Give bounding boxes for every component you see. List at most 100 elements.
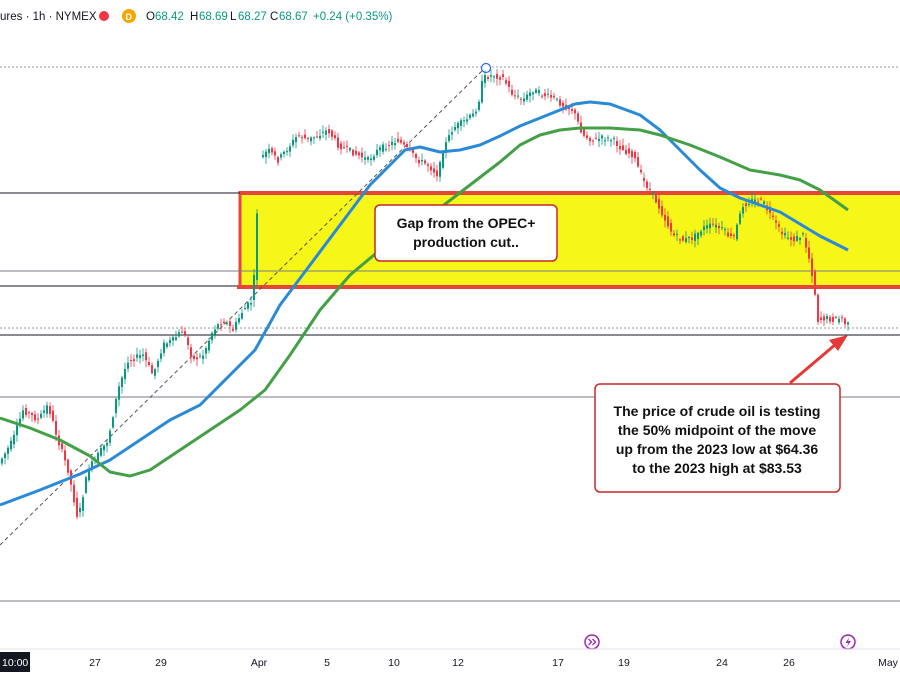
candle-body <box>133 359 135 361</box>
moving-average-fast-line <box>0 100 849 507</box>
candle-body <box>607 137 609 139</box>
high-value: 68.69 <box>199 11 228 23</box>
candle-body <box>388 145 390 147</box>
event-icon-1[interactable] <box>584 634 600 650</box>
candle-body <box>67 459 69 473</box>
candle-body <box>487 77 489 79</box>
candle-body <box>157 360 159 368</box>
gap-label-box[interactable]: Gap from the OPEC+ production cut.. <box>374 204 558 262</box>
candle-body <box>229 321 231 327</box>
candle-body <box>7 447 9 454</box>
candle-body <box>358 152 360 156</box>
candle-body <box>253 275 255 300</box>
candle-body <box>382 144 384 152</box>
candle-body <box>214 329 216 335</box>
candle-body <box>223 321 225 324</box>
candle-body <box>556 98 558 100</box>
candle-body <box>31 413 33 416</box>
candle-body <box>844 318 846 325</box>
chart-header: ures · 1h · NYMEX D O 68.42 H 68.69 L 68… <box>0 9 392 23</box>
x-tick-label: 24 <box>716 657 728 669</box>
candle-body <box>847 322 849 325</box>
candle-body <box>250 303 252 305</box>
x-tick-label: 26 <box>783 657 795 669</box>
candle-body <box>460 120 462 126</box>
gap-label-background <box>374 204 558 262</box>
candle-body <box>334 135 336 139</box>
candle-body <box>622 145 624 151</box>
candle-body <box>337 137 339 148</box>
time-cursor-label-bg <box>0 652 30 672</box>
candle-body <box>466 119 468 122</box>
candle-body <box>652 192 654 194</box>
candle-body <box>820 317 822 320</box>
candle-body <box>319 135 321 139</box>
candle-body <box>262 155 264 158</box>
candle-body <box>457 123 459 129</box>
candle-body <box>478 101 480 110</box>
candle-body <box>421 159 423 162</box>
candle-body <box>688 237 690 239</box>
candle-body <box>106 442 108 446</box>
candle-body <box>685 237 687 242</box>
candle-body <box>418 160 420 164</box>
candle-body <box>274 151 276 156</box>
candle-body <box>673 233 675 236</box>
candle-body <box>748 204 750 205</box>
candle-body <box>43 410 45 413</box>
candle-body <box>295 137 297 143</box>
candle-body <box>103 445 105 451</box>
candle-body <box>727 232 729 237</box>
test-label-line-2: the 50% midpoint of the move <box>618 422 817 438</box>
candle-body <box>832 316 834 322</box>
test-label-box[interactable]: The price of crude oil is testing the 50… <box>594 383 841 493</box>
candle-body <box>136 354 138 358</box>
candle-body <box>706 225 708 229</box>
candle-body <box>178 332 180 337</box>
candle-body <box>439 162 441 177</box>
candle-body <box>559 99 561 106</box>
candle-body <box>247 302 249 309</box>
candle-body <box>112 417 114 428</box>
candlestick-series <box>1 69 849 520</box>
candle-body <box>694 233 696 241</box>
candle-body <box>829 317 831 322</box>
delayed-badge: D <box>126 12 133 22</box>
gap-zone[interactable] <box>237 191 900 289</box>
candle-body <box>817 294 819 322</box>
candle-body <box>40 413 42 418</box>
candle-body <box>10 440 12 450</box>
callout-arrow[interactable] <box>789 335 848 385</box>
candle-body <box>700 231 702 236</box>
close-label: C <box>270 11 278 23</box>
candle-body <box>148 362 150 365</box>
candle-body <box>91 461 93 469</box>
candle-body <box>514 95 516 97</box>
candle-body <box>85 477 87 493</box>
test-label-background <box>594 383 841 493</box>
candle-body <box>232 328 234 331</box>
candle-body <box>481 80 483 103</box>
candle-body <box>16 425 18 436</box>
candle-body <box>631 151 633 158</box>
candle-body <box>244 307 246 309</box>
candle-body <box>340 143 342 150</box>
candle-body <box>166 343 168 347</box>
candle-body <box>55 421 57 435</box>
candle-body <box>499 77 501 80</box>
candle-body <box>34 414 36 421</box>
candle-body <box>352 149 354 156</box>
candle-body <box>241 313 243 319</box>
candle-body <box>628 148 630 154</box>
trend-line[interactable] <box>0 66 487 546</box>
candle-body <box>493 76 495 78</box>
event-icon-2[interactable] <box>840 634 856 650</box>
candle-body <box>22 410 24 419</box>
candle-body <box>13 434 15 445</box>
time-axis[interactable]: 10:00 27 29 Apr 5 10 12 17 19 24 26 May <box>0 648 900 672</box>
candle-body <box>763 201 765 204</box>
candle-body <box>367 157 369 160</box>
trend-line-handle[interactable] <box>480 62 492 74</box>
candle-body <box>448 135 450 141</box>
